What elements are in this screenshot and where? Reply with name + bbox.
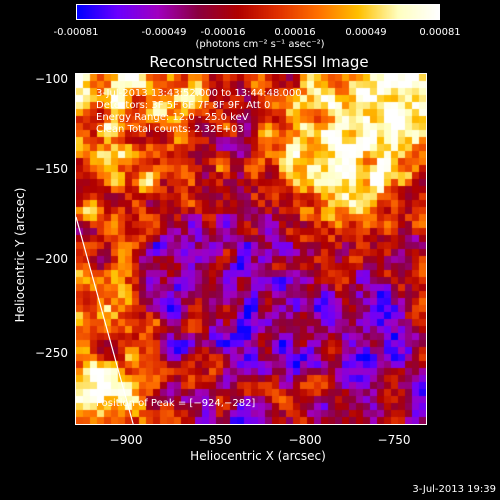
plot-area: 3-Jul-2013 13:43:52.000 to 13:44:48.000 …: [75, 73, 427, 425]
colorbar-tick: 0.00016: [274, 27, 316, 38]
colorbar-tick: -0.00049: [141, 27, 187, 38]
colorbar-tick: -0.00016: [200, 27, 246, 38]
clean-counts-label: Clean Total counts: 2.32E+03: [96, 124, 244, 135]
x-tick-label: −850: [198, 433, 232, 447]
detectors-label: Detectors: 3F 5F 6F 7F 8F 9F, Att 0: [96, 100, 271, 111]
colorbar-units: (photons cm⁻² s⁻¹ asec⁻²): [195, 39, 325, 50]
chart-title: Reconstructed RHESSI Image: [149, 53, 369, 71]
peak-position-label: Position of Peak = [−924,−282]: [96, 398, 256, 409]
timestamp: 3-Jul-2013 19:39: [412, 484, 496, 495]
y-tick-label: −250: [35, 346, 68, 360]
y-tick-label: −150: [35, 162, 68, 176]
plot-overlay: [76, 216, 134, 424]
x-axis-label: Heliocentric X (arcsec): [190, 449, 326, 463]
colorbar-tick: 0.00081: [419, 27, 461, 38]
colorbar-tick: 0.00049: [345, 27, 387, 38]
x-tick-label: −800: [288, 433, 322, 447]
heatmap-image: [76, 74, 426, 424]
y-axis-label: Heliocentric Y (arcsec): [13, 187, 27, 323]
limb-line: [76, 216, 134, 424]
x-tick-label: −750: [377, 433, 411, 447]
y-tick-label: −200: [35, 252, 68, 266]
energy-range-label: Energy Range: 12.0 - 25.0 keV: [96, 112, 249, 123]
y-tick-label: −100: [35, 72, 68, 86]
x-tick-label: −900: [109, 433, 143, 447]
colorbar-tick: -0.00081: [53, 27, 99, 38]
time-range-label: 3-Jul-2013 13:43:52.000 to 13:44:48.000: [96, 88, 302, 99]
colorbar: [76, 4, 440, 20]
